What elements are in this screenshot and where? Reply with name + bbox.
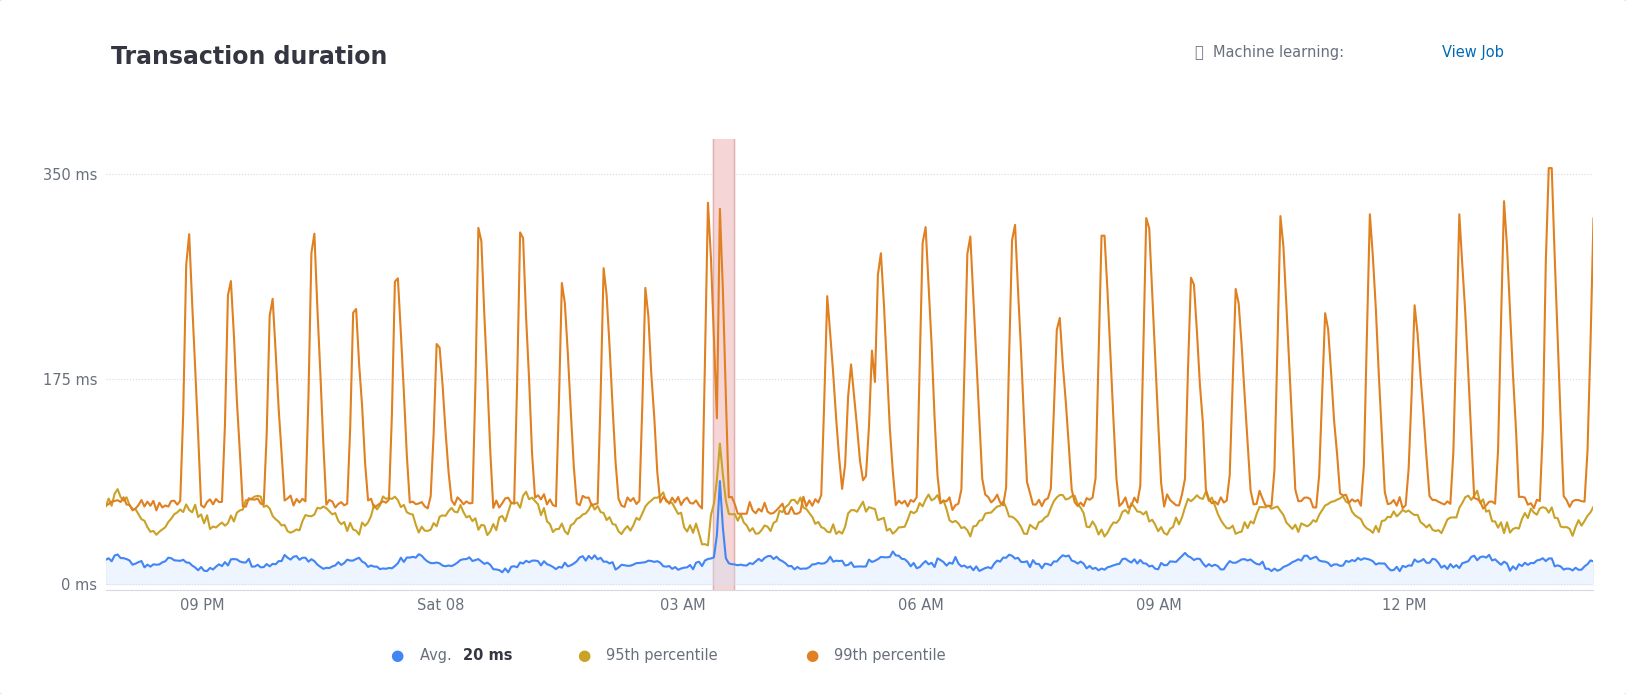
Text: 99th percentile: 99th percentile — [834, 648, 946, 663]
Text: ●: ● — [390, 648, 403, 663]
Text: 20 ms: 20 ms — [463, 648, 512, 663]
Bar — [712, 139, 733, 590]
Text: ●: ● — [805, 648, 818, 663]
Text: ⓘ  Machine learning:: ⓘ Machine learning: — [1195, 45, 1350, 60]
Text: Transaction duration: Transaction duration — [111, 45, 387, 69]
Text: Avg.: Avg. — [420, 648, 455, 663]
Text: View Job: View Job — [1442, 45, 1504, 60]
Text: 95th percentile: 95th percentile — [606, 648, 719, 663]
Text: ●: ● — [577, 648, 590, 663]
